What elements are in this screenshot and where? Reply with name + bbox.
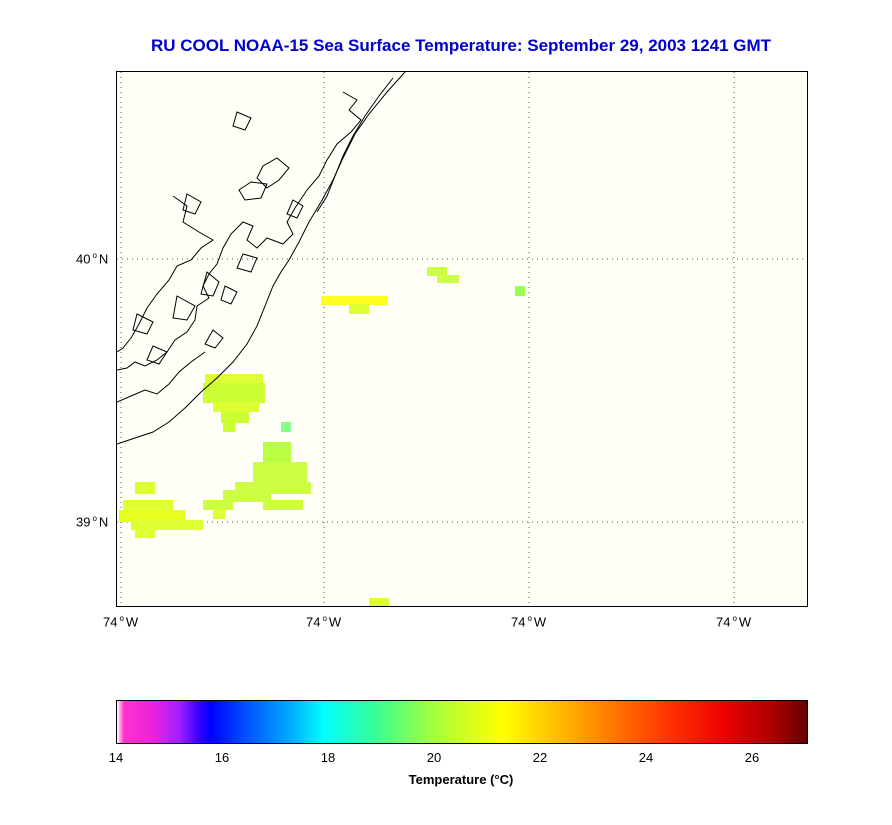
colorbar-tick: 24 — [638, 750, 654, 765]
degree-symbol: o — [732, 614, 737, 623]
lat-label-39n: 39 o N — [76, 514, 108, 529]
degree-symbol: o — [322, 614, 327, 623]
lat-number: 39 — [76, 514, 91, 530]
lon-hemisphere: W — [328, 614, 342, 630]
degree-symbol: o — [527, 614, 532, 623]
colorbar-tick: 16 — [214, 750, 230, 765]
lon-label-2: 74 o W — [306, 614, 341, 629]
lon-label-4: 74 o W — [716, 614, 751, 629]
sst-pixels — [119, 267, 525, 606]
degree-symbol: o — [92, 251, 97, 260]
colorbar-tick: 26 — [744, 750, 760, 765]
colorbar-tick: 20 — [426, 750, 442, 765]
map-canvas — [117, 72, 807, 606]
sst-map — [116, 71, 808, 607]
graticule — [117, 72, 807, 606]
colorbar-label: Temperature (°C) — [408, 772, 514, 787]
colorbar-tick: 18 — [320, 750, 336, 765]
lat-hemisphere: N — [98, 514, 109, 530]
lon-hemisphere: W — [533, 614, 547, 630]
lon-label-3: 74 o W — [511, 614, 546, 629]
lon-number: 74 — [103, 614, 118, 630]
lon-hemisphere: W — [738, 614, 752, 630]
temperature-colorbar — [116, 700, 808, 744]
lat-label-40n: 40 o N — [76, 251, 108, 266]
lat-number: 40 — [76, 251, 91, 267]
lon-label-1: 74 o W — [103, 614, 138, 629]
coastline — [117, 72, 406, 445]
lon-number: 74 — [511, 614, 526, 630]
colorbar-tick: 14 — [108, 750, 124, 765]
degree-symbol: o — [92, 514, 97, 523]
map-title: RU COOL NOAA-15 Sea Surface Temperature:… — [150, 36, 772, 55]
lon-number: 74 — [306, 614, 321, 630]
lon-number: 74 — [716, 614, 731, 630]
colorbar-tick: 22 — [532, 750, 548, 765]
degree-symbol: o — [119, 614, 124, 623]
lat-hemisphere: N — [98, 251, 109, 267]
lon-hemisphere: W — [125, 614, 139, 630]
